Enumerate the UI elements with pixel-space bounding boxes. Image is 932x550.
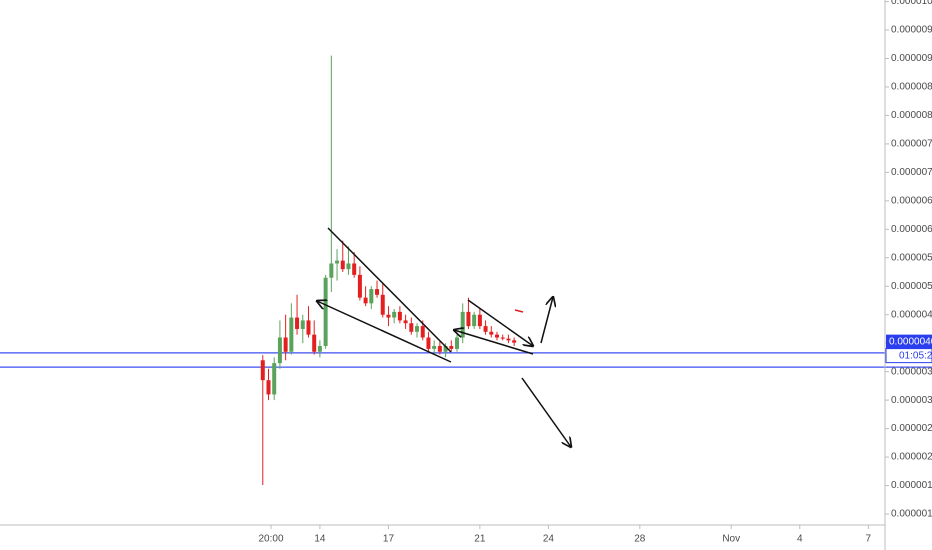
candle-body xyxy=(426,337,431,349)
countdown-box xyxy=(885,348,932,364)
x-tick-label: 7 xyxy=(866,534,872,545)
candle-body xyxy=(443,346,448,352)
x-tick-label: 14 xyxy=(314,534,326,545)
candle-body xyxy=(403,320,408,324)
mark xyxy=(514,309,524,313)
x-tick-label: 17 xyxy=(383,534,395,545)
candle-body xyxy=(306,320,311,335)
y-tick-label: 0.00000250 xyxy=(891,423,932,434)
countdown-label: 01:05:20 xyxy=(899,350,932,361)
candle-body xyxy=(266,380,271,395)
candle-body xyxy=(460,311,465,338)
y-tick-label: 0.00000900 xyxy=(891,53,932,64)
candle-body xyxy=(295,317,300,329)
y-tick-label: 0.00000500 xyxy=(891,281,932,292)
candle-body xyxy=(352,263,357,275)
candle-body xyxy=(312,334,317,352)
candle-body xyxy=(363,297,368,304)
x-tick-label: 4 xyxy=(797,534,803,545)
y-tick-label: 0.00000750 xyxy=(891,139,932,150)
candle-body xyxy=(489,331,494,335)
candle-body xyxy=(472,314,477,327)
y-tick-label: 0.00000700 xyxy=(891,167,932,178)
candle-body xyxy=(386,314,391,318)
y-tick-label: 0.00000450 xyxy=(891,309,932,320)
y-tick-label: 0.00000550 xyxy=(891,252,932,263)
candle-body xyxy=(335,260,340,264)
x-tick-label: 20:00 xyxy=(258,534,283,545)
y-tick-label: 0.00000850 xyxy=(891,82,932,93)
y-tick-label: 0.00000300 xyxy=(891,395,932,406)
drawings xyxy=(317,227,571,447)
y-tick-label: 0.00000150 xyxy=(891,480,932,491)
candle-body xyxy=(494,334,499,338)
candle-body xyxy=(369,289,374,304)
candle-body xyxy=(409,323,414,332)
y-tick-label: 0.00001000 xyxy=(891,0,932,7)
candle-body xyxy=(380,294,385,315)
candle-body xyxy=(506,338,511,341)
x-tick-label: Nov xyxy=(722,534,740,545)
candle-body xyxy=(340,260,345,270)
candle-body xyxy=(283,337,288,352)
candle-body xyxy=(437,346,442,352)
candle-body xyxy=(300,320,305,329)
candle-body xyxy=(432,346,437,349)
y-tick-label: 0.00000950 xyxy=(891,25,932,36)
y-tick-label: 0.00000100 xyxy=(891,509,932,520)
trend-arrow xyxy=(317,301,452,363)
candle-body xyxy=(512,340,517,343)
candle-body xyxy=(272,363,277,395)
candle-body xyxy=(346,263,351,270)
x-tick-label: 24 xyxy=(543,534,555,545)
candle-body xyxy=(466,311,471,327)
candle-body xyxy=(500,337,505,339)
candle-body xyxy=(289,317,294,352)
up-arrow xyxy=(540,297,553,344)
candle-body xyxy=(323,277,328,347)
y-tick-label: 0.00000800 xyxy=(891,110,932,121)
y-tick-label: 0.00000350 xyxy=(891,366,932,377)
plot-area xyxy=(0,55,932,485)
candle-body xyxy=(449,346,454,349)
candle-body xyxy=(357,274,362,298)
candle-body xyxy=(455,337,460,349)
trend-line xyxy=(327,227,452,353)
down-arrow xyxy=(521,377,571,447)
candle-body xyxy=(329,263,334,278)
x-tick-label: 28 xyxy=(634,534,646,545)
candle-body xyxy=(420,326,425,338)
candle-body xyxy=(375,289,380,295)
candle-body xyxy=(317,346,322,352)
candle-body xyxy=(397,311,402,321)
trend-arrow xyxy=(454,330,534,355)
price-label-box xyxy=(886,334,932,349)
candle-body xyxy=(277,337,282,364)
x-tick-label: 21 xyxy=(474,534,486,545)
candle-body xyxy=(483,326,488,332)
candle-body xyxy=(392,311,397,318)
trend-arrow xyxy=(467,299,533,346)
candle-body xyxy=(415,326,420,332)
y-tick-label: 0.00000650 xyxy=(891,195,932,206)
y-tick-label: 0.00000200 xyxy=(891,452,932,463)
y-tick-label: 0.00000600 xyxy=(891,224,932,235)
candle-body xyxy=(260,360,265,381)
candle-body xyxy=(477,314,482,327)
